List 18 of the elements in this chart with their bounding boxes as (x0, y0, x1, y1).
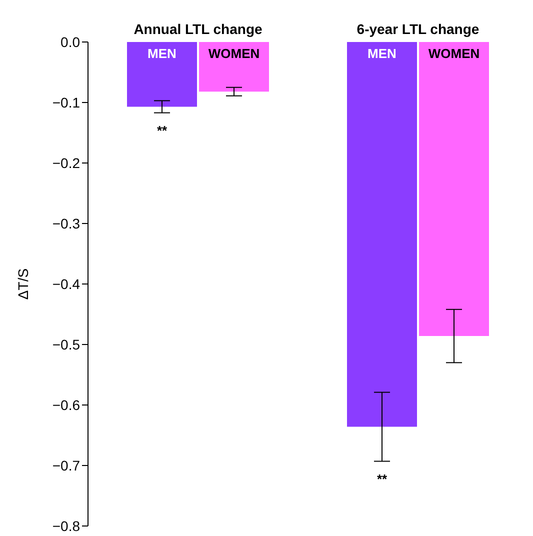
series-label: MEN (148, 46, 176, 61)
y-tick-label: −0.2 (52, 154, 80, 171)
annotation: ** (376, 471, 388, 486)
text: MEN (368, 46, 396, 61)
x-tick-label: 6-year LTL change (356, 21, 480, 37)
x-tick-label: Annual LTL change (134, 21, 263, 37)
text: WOMEN (428, 46, 480, 61)
y-tick-label: −0.6 (52, 396, 80, 413)
y-axis-title: ΔT/S (14, 268, 31, 300)
y-tick-label: −0.8 (52, 518, 80, 534)
y-tick-label: −0.5 (52, 336, 80, 352)
y-tick-label: −0.7 (52, 457, 80, 474)
y-tick-label: −0.3 (52, 215, 80, 232)
annotation: ** (156, 122, 168, 138)
y-tick-label: −0.4 (52, 276, 80, 292)
y-tick-label: 0.0 (60, 34, 80, 50)
y-tick-label: −0.1 (52, 94, 80, 110)
series-label: WOMEN (208, 46, 260, 61)
